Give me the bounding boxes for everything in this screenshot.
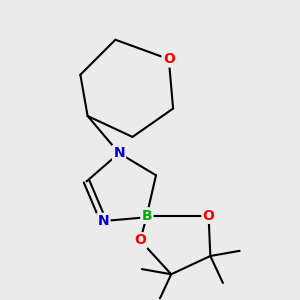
Text: N: N (113, 146, 125, 160)
Text: O: O (163, 52, 175, 66)
Text: B: B (142, 208, 152, 223)
Text: N: N (98, 214, 109, 228)
Text: O: O (202, 208, 214, 223)
Text: O: O (134, 233, 146, 248)
